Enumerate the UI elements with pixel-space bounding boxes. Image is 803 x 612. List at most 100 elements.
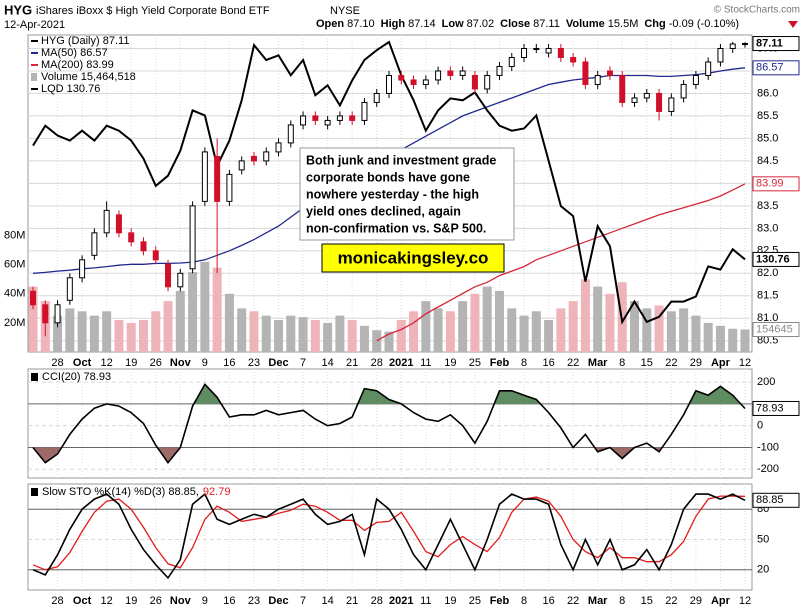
- x-tick-label: 11: [420, 595, 431, 607]
- candle-body: [128, 232, 135, 243]
- candle-body: [496, 65, 503, 76]
- volume-bar: [556, 308, 566, 352]
- candle-body: [557, 47, 564, 58]
- symbol: HYG: [4, 2, 32, 17]
- x-tick-label: Feb: [490, 357, 510, 369]
- watermark-box: [321, 243, 505, 273]
- value-tag: [752, 400, 800, 416]
- value-tag: [752, 322, 800, 338]
- stat-value: 15.5M: [608, 18, 639, 30]
- candle-body: [705, 61, 712, 76]
- candle-body: [91, 232, 98, 256]
- candle-body: [484, 74, 491, 90]
- stat-label: Volume: [566, 18, 605, 30]
- source: © StockCharts.com: [714, 5, 800, 16]
- volume-bar: [163, 301, 173, 352]
- value-tag-text: 154645: [756, 323, 793, 335]
- y-tick-label: 200: [757, 376, 775, 388]
- y-tick-label: 40M: [4, 288, 25, 300]
- volume-bar: [274, 320, 284, 352]
- volume-bar: [630, 301, 640, 352]
- legend-label: LQD 130.76: [41, 83, 100, 95]
- volume-bar: [114, 320, 124, 352]
- line-series: [32, 40, 746, 325]
- legend-label: CCI(20) 78.93: [42, 371, 111, 383]
- value-tag: [752, 492, 800, 508]
- volume-bar: [188, 272, 198, 352]
- x-tick-label: 15: [641, 595, 653, 607]
- line-series: [32, 492, 746, 580]
- x-tick-label: 8: [619, 357, 625, 369]
- candle-body: [226, 173, 233, 202]
- stat-value: 87.10: [347, 18, 375, 30]
- volume-bar: [728, 328, 738, 352]
- candle-body: [459, 70, 466, 76]
- volume-bar: [703, 322, 713, 352]
- y-tick-label: 81.5: [757, 290, 778, 302]
- x-tick-label: Oct: [73, 357, 92, 369]
- volume-bar: [151, 311, 161, 352]
- stats-line: Open 87.10 High 87.14 Low 87.02 Close 87.11 Volu…: [316, 18, 739, 30]
- volume-bar: [359, 325, 369, 352]
- value-tag-text: 130.76: [756, 253, 790, 265]
- candle-body: [54, 304, 61, 324]
- exchange: NYSE: [330, 5, 360, 17]
- x-tick-label: 19: [125, 595, 137, 607]
- annotation-text: Both junk and investment grade: [306, 153, 496, 167]
- line-series: [376, 183, 746, 342]
- volume-bar: [691, 315, 701, 352]
- fill-above: [33, 384, 745, 404]
- volume-bar: [421, 301, 431, 352]
- legend-icon: [31, 488, 38, 496]
- y-tick-label: -100: [757, 441, 779, 453]
- candle-body: [447, 70, 454, 76]
- candle-body: [140, 241, 147, 252]
- volume-bar: [580, 279, 590, 352]
- volume-bar: [298, 317, 308, 352]
- fill-below: [33, 447, 663, 463]
- volume-bar: [77, 311, 87, 352]
- y-tick-label: 82.0: [757, 267, 778, 279]
- candle-body: [545, 47, 552, 54]
- candle-body: [643, 92, 650, 99]
- candle-body: [631, 97, 638, 103]
- volume-bar: [65, 308, 75, 352]
- x-tick-label: 8: [521, 357, 527, 369]
- x-tick-label: 14: [321, 357, 333, 369]
- x-tick-label: 2021: [389, 357, 413, 369]
- volume-bar: [666, 311, 676, 352]
- x-tick-label: 25: [469, 595, 481, 607]
- x-tick-label: 12: [101, 357, 113, 369]
- x-tick-label: 21: [346, 595, 358, 607]
- x-tick-label: 12: [739, 357, 751, 369]
- candle-body: [398, 74, 405, 81]
- x-tick-label: 22: [665, 595, 677, 607]
- x-tick-label: 28: [51, 357, 63, 369]
- volume-bar: [409, 311, 419, 352]
- candle-body: [521, 47, 528, 58]
- volume-bar: [200, 261, 210, 352]
- volume-bar: [212, 267, 222, 352]
- y-tick-label: 80.5: [757, 335, 778, 347]
- value-tag-text: 88.85: [756, 494, 784, 506]
- volume-bar: [544, 320, 554, 352]
- candle-body: [189, 205, 196, 270]
- candle-body: [361, 101, 368, 121]
- x-tick-label: 23: [248, 595, 260, 607]
- x-tick-label: 7: [300, 357, 306, 369]
- volume-bar: [458, 301, 468, 352]
- candle-body: [300, 115, 307, 126]
- volume-bar: [654, 305, 664, 352]
- x-tick-label: Nov: [170, 595, 192, 607]
- volume-bar: [445, 311, 455, 352]
- legend-label: Volume 15,464,518: [41, 71, 136, 83]
- annotation-text: non-confirmation vs. S&P 500.: [306, 221, 486, 235]
- annotation-text: nowhere yesterday - the high: [306, 187, 479, 201]
- y-tick-label: 50: [757, 533, 769, 545]
- volume-bar: [175, 290, 185, 352]
- value-tag-text: 86.57: [756, 62, 784, 74]
- y-tick-label: 20M: [4, 317, 25, 329]
- candle-body: [729, 43, 736, 49]
- x-tick-label: 12: [101, 595, 113, 607]
- candle-body: [668, 97, 675, 112]
